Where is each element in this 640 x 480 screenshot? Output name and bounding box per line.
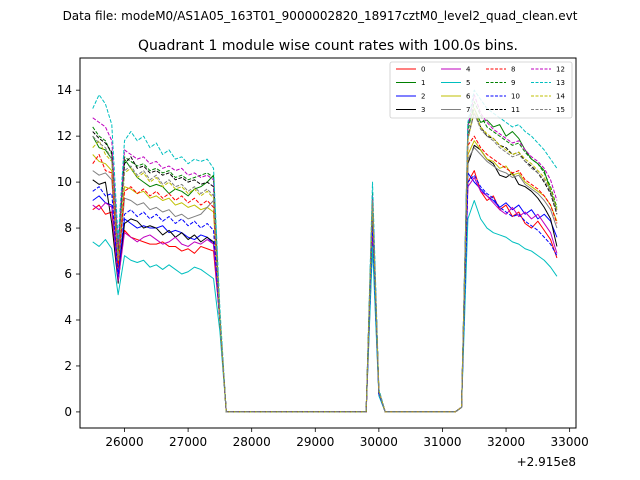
series-line-11 [92, 112, 558, 413]
legend-label-15: 15 [556, 106, 565, 114]
series-line-0 [92, 170, 558, 413]
series-layer [92, 89, 558, 413]
x-tick-label: 29000 [296, 435, 334, 449]
legend-label-3: 3 [421, 106, 425, 114]
series-line-7 [92, 147, 558, 413]
x-tick-label: 30000 [360, 435, 398, 449]
series-line-2 [92, 172, 558, 413]
legend-label-0: 0 [421, 66, 425, 74]
legend-label-2: 2 [421, 93, 425, 101]
legend-label-14: 14 [556, 93, 565, 101]
series-line-6 [92, 140, 558, 413]
x-tick-label: 27000 [169, 435, 207, 449]
legend-label-11: 11 [511, 106, 520, 114]
legend-label-13: 13 [556, 79, 565, 87]
x-tick-label: 33000 [551, 435, 589, 449]
series-line-13 [92, 89, 558, 413]
x-tick-label: 26000 [105, 435, 143, 449]
x-offset-label: +2.915e8 [517, 455, 576, 469]
y-tick-label: 10 [57, 175, 72, 189]
chart-title: Quadrant 1 module wise count rates with … [138, 38, 518, 54]
legend-label-9: 9 [511, 79, 515, 87]
plot-frame [79, 57, 577, 429]
y-tick-label: 0 [64, 405, 72, 419]
series-line-4 [92, 177, 558, 413]
legend-label-8: 8 [511, 66, 515, 74]
series-line-15 [92, 112, 558, 413]
series-line-5 [92, 199, 558, 413]
y-tick-label: 6 [64, 267, 72, 281]
series-line-8 [92, 135, 558, 413]
y-tick-label: 8 [64, 221, 72, 235]
legend-label-12: 12 [556, 66, 565, 74]
x-axis: 26000 27000 28000 29000 30000 31000 32000 33000 [105, 428, 589, 449]
legend-label-6: 6 [466, 93, 471, 101]
legend-label-5: 5 [466, 79, 470, 87]
series-line-12 [92, 94, 558, 413]
y-tick-label: 14 [57, 83, 72, 97]
y-tick-label: 4 [64, 313, 72, 327]
x-tick-label: 28000 [233, 435, 271, 449]
y-tick-label: 2 [64, 359, 72, 373]
legend-label-4: 4 [466, 66, 471, 74]
legend-label-10: 10 [511, 93, 520, 101]
series-line-10 [92, 174, 558, 413]
y-tick-label: 12 [57, 129, 72, 143]
y-axis: 0 2 4 6 8 10 12 14 [57, 83, 80, 419]
chart-suptitle: Data file: modeM0/AS1A05_163T01_90000028… [63, 9, 578, 23]
series-line-9 [92, 101, 558, 413]
legend-label-7: 7 [466, 106, 470, 114]
series-line-3 [92, 144, 558, 413]
legend-label-1: 1 [421, 79, 425, 87]
series-line-14 [92, 108, 558, 413]
legend-box [389, 61, 573, 119]
x-tick-label: 32000 [487, 435, 525, 449]
x-tick-label: 31000 [423, 435, 461, 449]
